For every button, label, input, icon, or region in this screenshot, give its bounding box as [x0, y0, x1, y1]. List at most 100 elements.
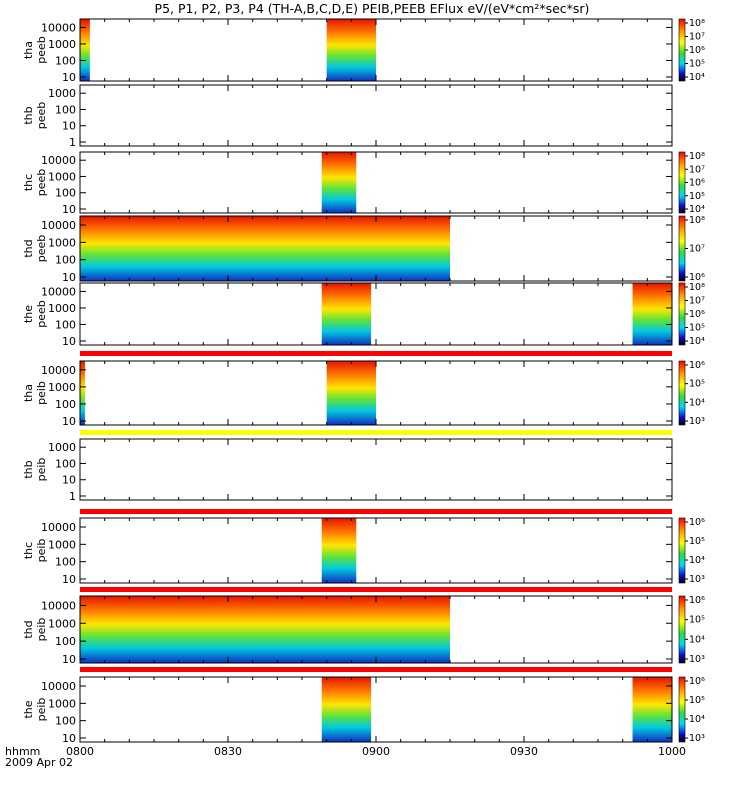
- panel-frame: [79, 517, 673, 584]
- panel-thb-peib: 1 10 100 1000 thb peib: [22, 438, 673, 503]
- panel-ylabel-product: peeb: [35, 300, 48, 328]
- yellow-bar: [80, 430, 672, 435]
- red-bar: [80, 351, 672, 356]
- colorbar: [678, 151, 686, 214]
- colorbar-label: 10⁵: [689, 536, 705, 547]
- colorbar-label: 10³: [689, 733, 705, 744]
- y-tick-label: 1000: [48, 617, 76, 630]
- panel-ylabel-probe: thd: [22, 239, 35, 257]
- panel-ylabel-probe: tha: [22, 384, 35, 402]
- y-tick-label: 10: [62, 120, 76, 133]
- y-tick-label: 1000: [48, 441, 76, 454]
- panel-ylabel-product: peeb: [35, 102, 48, 130]
- spectrogram-block: [80, 216, 450, 281]
- colorbar-label: 10³: [689, 574, 705, 585]
- colorbar-label: 10⁷: [689, 164, 705, 175]
- y-tick-label: 10000: [41, 219, 76, 232]
- y-tick-label: 10000: [41, 680, 76, 693]
- colorbar-label: 10⁶: [689, 178, 705, 189]
- y-tick-label: 10000: [41, 521, 76, 534]
- x-tick-label: 0900: [362, 745, 390, 758]
- panel-frame: [79, 84, 673, 147]
- y-tick-label: 10000: [41, 599, 76, 612]
- y-tick-label: 1000: [48, 87, 76, 100]
- colorbar: [678, 517, 686, 584]
- spectrogram-block: [321, 283, 372, 345]
- x-tick-label: 0830: [214, 745, 242, 758]
- colorbar-label: 10⁸: [689, 215, 705, 226]
- y-tick-label: 10: [62, 653, 76, 666]
- panel-thc-peeb: 10 100 1000 10000 thc peeb 10⁴ 10⁵ 10⁶ 10⁷ 10⁸: [22, 151, 705, 216]
- colorbar: [678, 18, 686, 82]
- y-tick-label: 1000: [48, 697, 76, 710]
- colorbar-label: 10⁶: [689, 517, 705, 528]
- y-tick-label: 10: [62, 203, 76, 216]
- spectrogram-block: [80, 19, 90, 81]
- spectrogram-block: [321, 152, 357, 213]
- y-tick-label: 1: [69, 490, 76, 503]
- y-tick-label: 10000: [41, 285, 76, 298]
- spectrogram-block: [321, 677, 372, 742]
- panel-thc-peib: 10 100 1000 10000 thc peib 10³ 10⁴ 10⁵ 10⁶: [22, 517, 705, 586]
- panel-frame: [79, 676, 673, 743]
- colorbar-label: 10⁴: [689, 397, 705, 408]
- y-tick-label: 1000: [48, 170, 76, 183]
- colorbar-label: 10⁶: [689, 360, 705, 371]
- colorbar-label: 10⁴: [689, 336, 705, 347]
- panel-ylabel-product: peib: [35, 539, 48, 563]
- spectrogram-block: [321, 518, 357, 583]
- panel-ylabel-product: peeb: [35, 36, 48, 64]
- y-tick-label: 100: [55, 254, 76, 267]
- panel-ylabel-product: peib: [35, 381, 48, 405]
- colorbar: [678, 676, 686, 743]
- spectrogram-block: [326, 19, 376, 81]
- colorbar-label: 10⁴: [689, 634, 705, 645]
- red-bar: [80, 509, 672, 514]
- colorbar-label: 10³: [689, 416, 705, 427]
- panel-frame: [79, 282, 673, 346]
- panel-thb-peeb: 1 10 100 1000 thb peeb: [22, 84, 673, 149]
- colorbar-label: 10⁵: [689, 695, 705, 706]
- date-label: 2009 Apr 02: [5, 756, 73, 769]
- panel-ylabel-product: peib: [35, 458, 48, 482]
- colorbar-label: 10⁶: [689, 309, 705, 320]
- colorbar-label: 10⁷: [689, 296, 705, 307]
- panel-ylabel-probe: thc: [22, 542, 35, 559]
- colorbar: [678, 215, 686, 282]
- panel-ylabel-probe: thd: [22, 620, 35, 638]
- x-axis: 0800 0830 0900 0930 1000: [66, 745, 686, 758]
- y-tick-label: 1000: [48, 302, 76, 315]
- panel-ylabel-probe: tha: [22, 41, 35, 59]
- panel-thd-peeb: 10 100 1000 10000 thd peeb 10⁶ 10⁷ 10⁸: [22, 215, 705, 284]
- time-axis-label: hhmm: [5, 745, 40, 758]
- y-tick-label: 1000: [48, 38, 76, 51]
- panel-frame: [79, 151, 673, 214]
- colorbar-label: 10⁴: [689, 714, 705, 725]
- y-tick-label: 100: [55, 54, 76, 67]
- panel-ylabel-product: peib: [35, 618, 48, 642]
- figure-title: P5, P1, P2, P3, P4 (TH-A,B,C,D,E) PEIB,P…: [155, 1, 590, 16]
- colorbar: [678, 282, 686, 346]
- separator-bars: [80, 351, 672, 672]
- panel-the-peib: 10 100 1000 10000 the peib 10³ 10⁴ 10⁵ 10⁶: [22, 676, 705, 745]
- spectrogram-block: [632, 677, 672, 742]
- colorbar-label: 10⁵: [689, 191, 705, 202]
- colorbar-label: 10⁵: [689, 615, 705, 626]
- y-tick-label: 10: [62, 71, 76, 84]
- colorbar-label: 10⁶: [689, 676, 705, 687]
- y-tick-label: 100: [55, 457, 76, 470]
- y-tick-label: 10: [62, 335, 76, 348]
- spectrogram-block: [326, 361, 376, 425]
- y-tick-label: 100: [55, 556, 76, 569]
- panel-ylabel-probe: thb: [22, 106, 35, 124]
- panel-ylabel-product: peeb: [35, 235, 48, 263]
- spectrogram-block: [80, 361, 85, 425]
- y-tick-label: 10000: [41, 21, 76, 34]
- y-tick-label: 100: [55, 635, 76, 648]
- y-tick-label: 100: [55, 318, 76, 331]
- panel-tha-peeb: 10 100 1000 10000 tha peeb 10⁴ 10⁵ 10⁶ 10⁷ 10⁸: [22, 18, 705, 84]
- colorbar-label: 10⁵: [689, 379, 705, 390]
- x-tick-label: 0930: [510, 745, 538, 758]
